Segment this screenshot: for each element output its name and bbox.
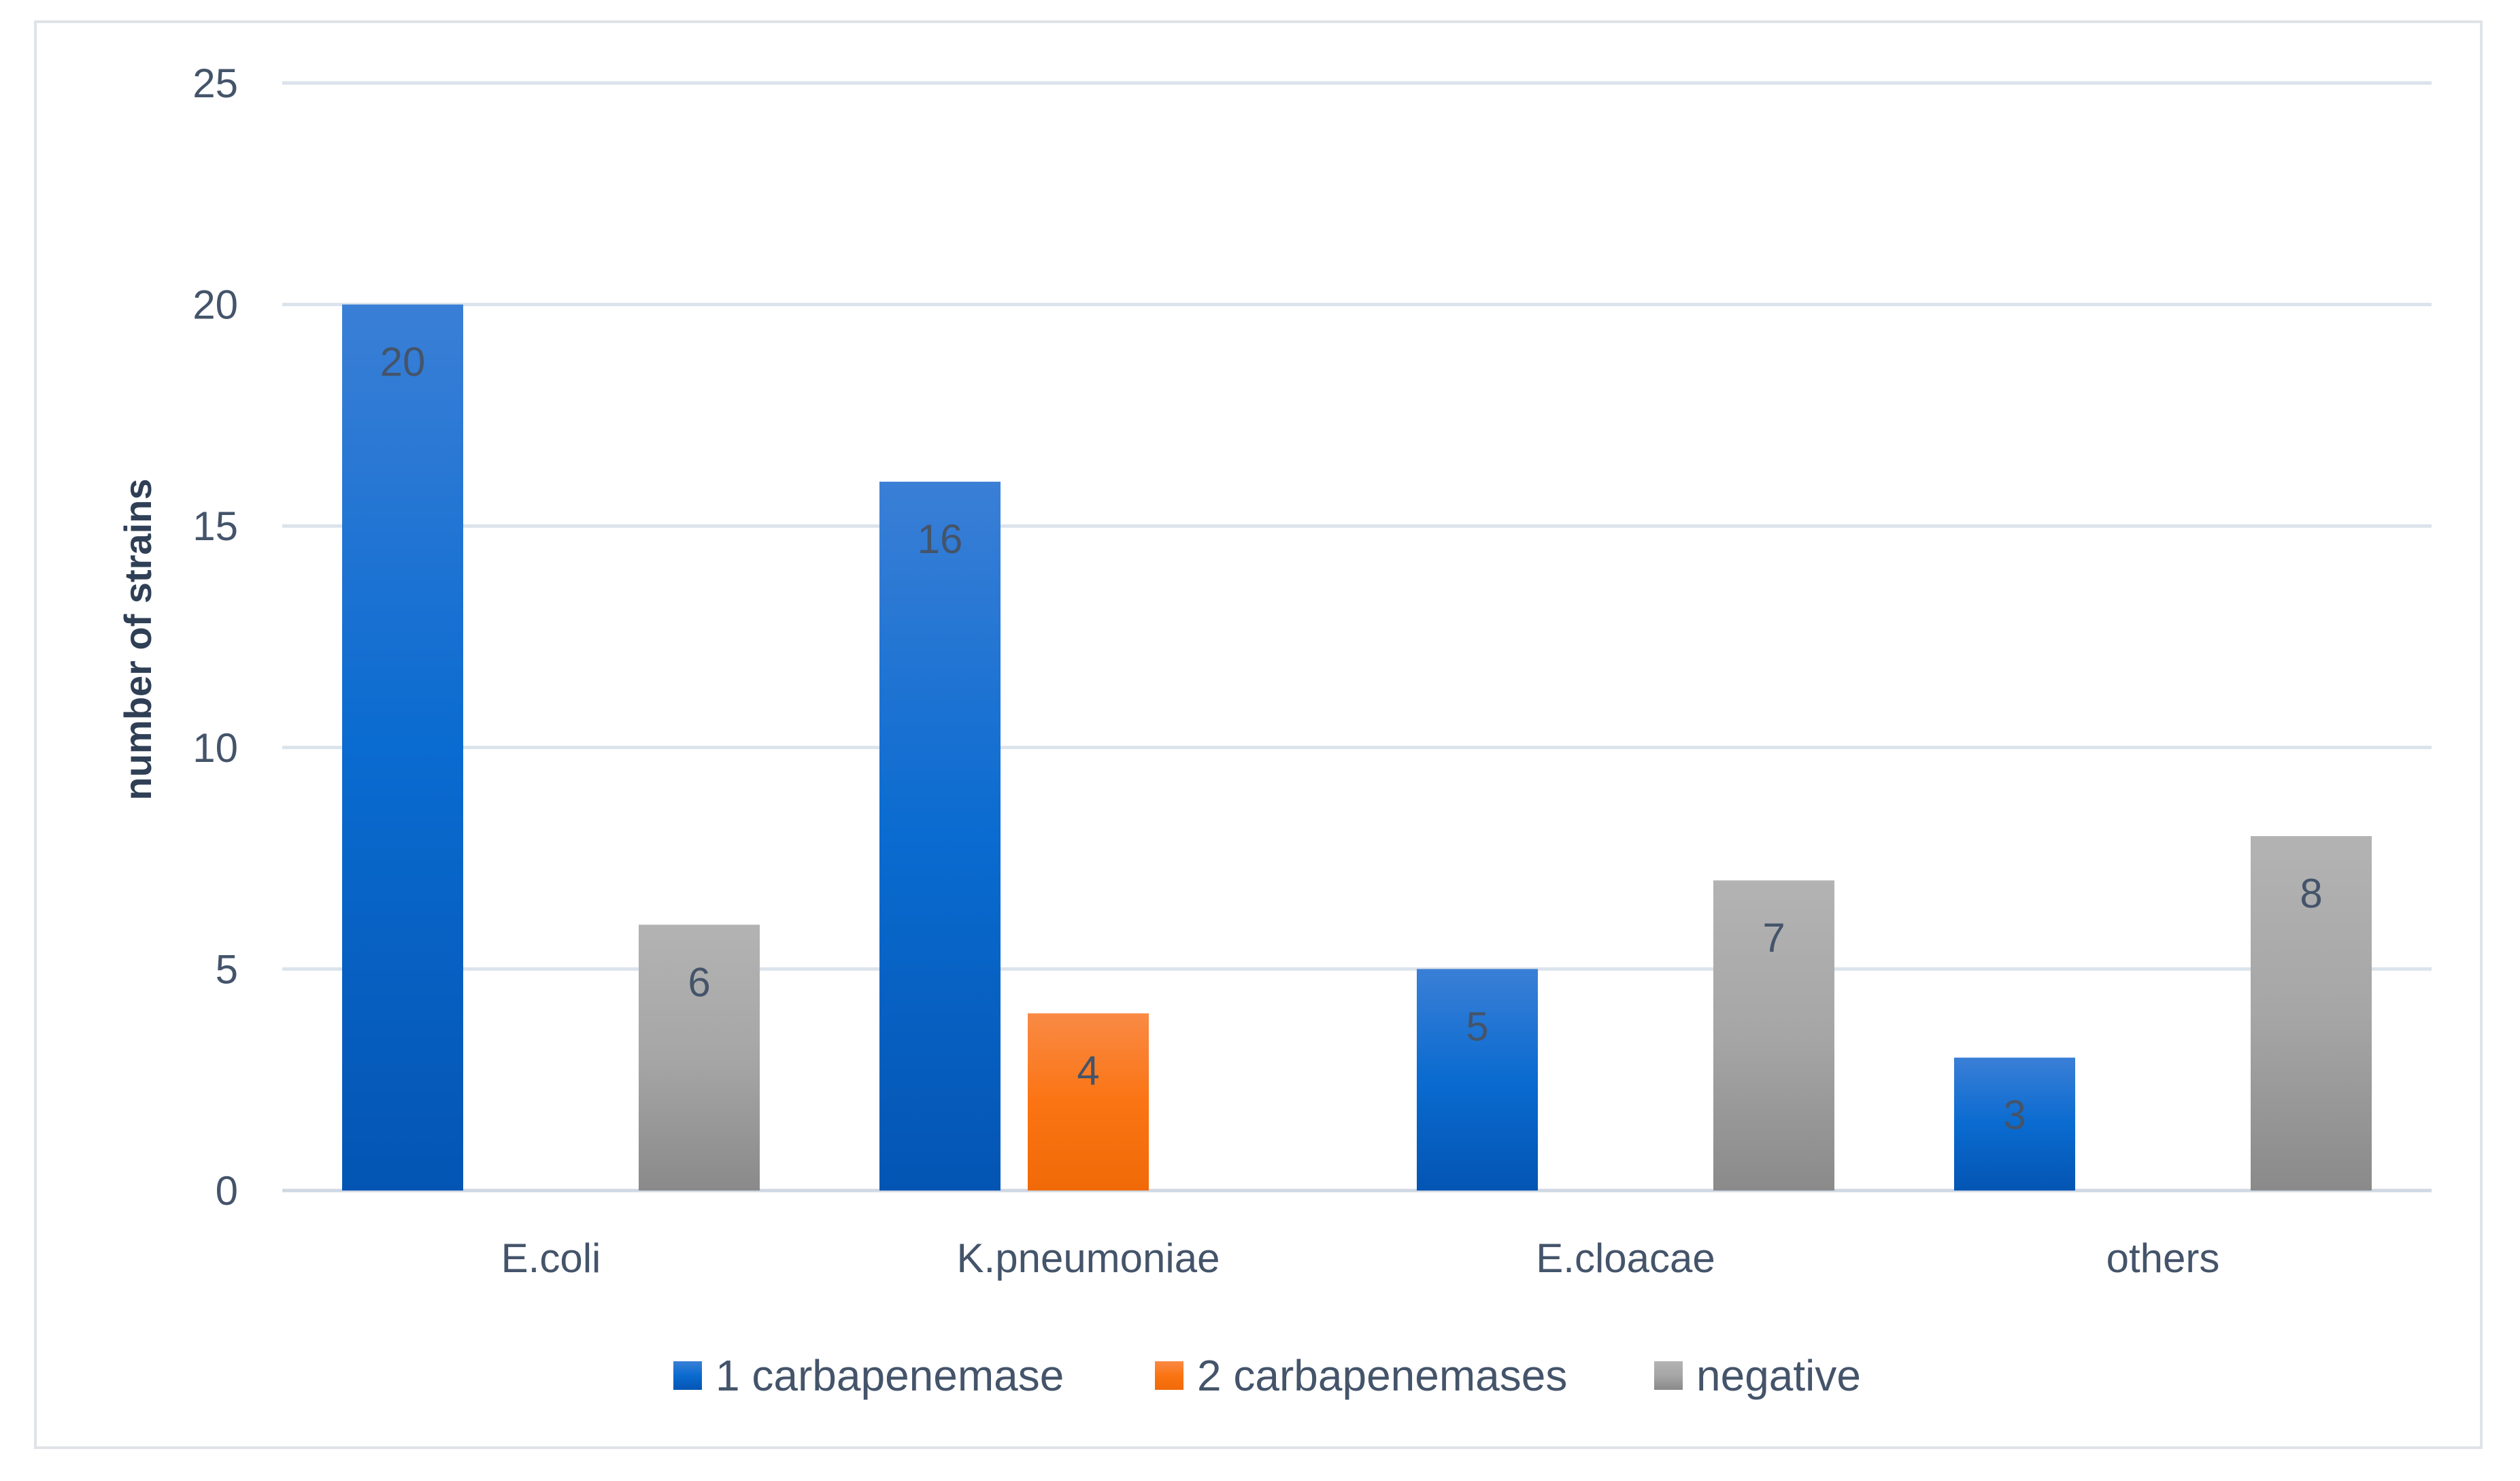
y-tick-label: 10 — [192, 725, 238, 771]
bar-labels: 20 6 16 4 5 7 3 8 — [380, 339, 2323, 1138]
bar-1-carbapenemase-E.cloacae — [1417, 969, 1538, 1191]
bars — [342, 304, 2372, 1191]
legend-label: negative — [1696, 1351, 1861, 1400]
data-label: 3 — [2003, 1093, 2026, 1138]
bar-1-carbapenemase-K.pneumoniae — [879, 482, 1001, 1191]
y-tick-label: 20 — [192, 282, 238, 328]
x-category-label: others — [2106, 1235, 2220, 1281]
legend-label: 2 carbapenemases — [1197, 1351, 1567, 1400]
data-label: 6 — [688, 959, 710, 1005]
x-category-label: K.pneumoniae — [957, 1235, 1220, 1281]
x-axis-categories: E.coli K.pneumoniae E.cloacae others — [501, 1235, 2220, 1281]
bar-2-carbapenemases-K.pneumoniae — [1028, 1013, 1149, 1191]
legend-label: 1 carbapenemase — [716, 1351, 1064, 1400]
bar-negative-E.coli — [639, 925, 760, 1191]
y-tick-label: 5 — [216, 946, 238, 992]
legend-swatch — [673, 1361, 702, 1390]
legend-swatch — [1654, 1361, 1683, 1390]
gridlines — [282, 81, 2432, 1193]
y-tick-label: 25 — [192, 61, 238, 106]
bar-negative-others — [2251, 836, 2372, 1191]
data-label: 16 — [918, 516, 963, 562]
data-label: 20 — [380, 339, 426, 385]
x-category-label: E.cloacae — [1536, 1235, 1715, 1281]
x-category-label: E.coli — [501, 1235, 601, 1281]
legend: 1 carbapenemase 2 carbapenemases negative — [673, 1351, 1861, 1400]
y-tick-label: 0 — [216, 1168, 238, 1214]
legend-swatch — [1155, 1361, 1183, 1390]
data-label: 8 — [2300, 871, 2322, 916]
y-axis-ticks: 0 5 10 15 20 25 — [192, 61, 238, 1214]
bar-negative-E.cloacae — [1713, 880, 1834, 1191]
y-tick-label: 15 — [192, 503, 238, 549]
data-label: 7 — [1762, 915, 1785, 961]
data-label: 5 — [1466, 1003, 1488, 1049]
y-axis-title: number of strains — [116, 479, 159, 801]
bar-1-carbapenemase-others — [1954, 1057, 2075, 1191]
bar-1-carbapenemase-E.coli — [342, 304, 463, 1191]
data-label: 4 — [1077, 1048, 1099, 1094]
